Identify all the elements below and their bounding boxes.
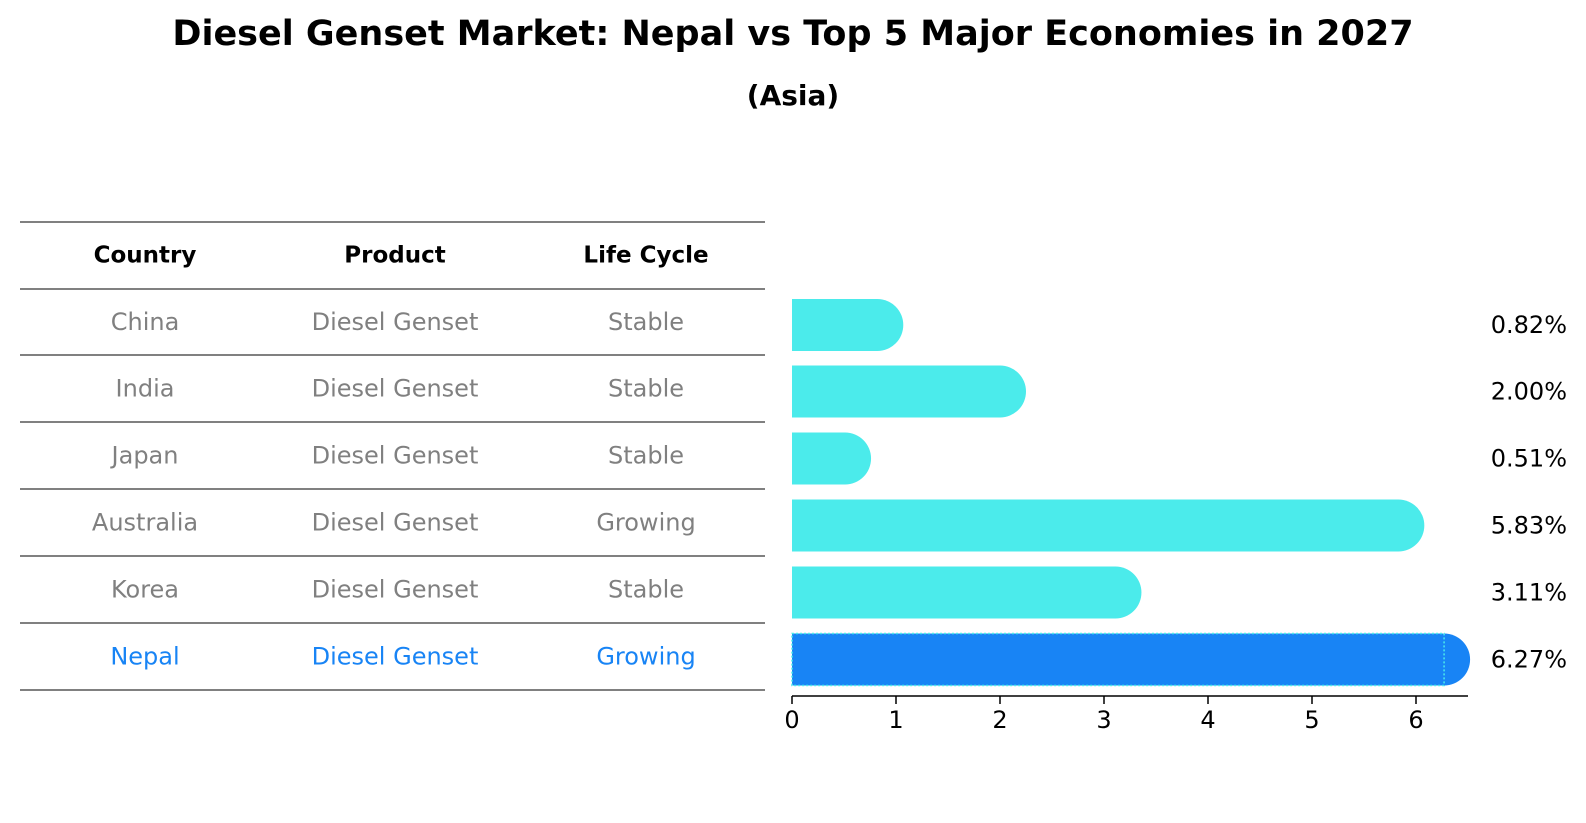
- bar-japan: [792, 432, 872, 485]
- table-cell: Diesel Genset: [312, 442, 479, 470]
- chart-title: Diesel Genset Market: Nepal vs Top 5 Maj…: [172, 14, 1414, 54]
- table-cell: Nepal: [110, 643, 179, 671]
- table-cell: Stable: [608, 442, 684, 470]
- table-header-cell: Product: [344, 243, 445, 269]
- x-tick-label: 4: [1200, 706, 1215, 734]
- data-label: 6.27%: [1491, 646, 1567, 674]
- data-table: Country Product Life Cycle China Diesel Gens…: [20, 221, 765, 691]
- table-cell: Korea: [111, 576, 179, 604]
- table-cell: Growing: [596, 509, 695, 537]
- table-cell: Diesel Genset: [312, 643, 479, 671]
- bar-australia: [792, 499, 1425, 552]
- data-label: 3.11%: [1491, 579, 1567, 607]
- x-tick-label: 5: [1304, 706, 1319, 734]
- x-tick-label: 0: [784, 706, 799, 734]
- table-cell: China: [111, 308, 180, 336]
- data-label: 0.51%: [1491, 445, 1567, 473]
- table-cell: Stable: [608, 375, 684, 403]
- x-tick-label: 6: [1408, 706, 1423, 734]
- bar-korea: [792, 566, 1142, 619]
- table-cell: Diesel Genset: [312, 375, 479, 403]
- table-cell: Stable: [608, 576, 684, 604]
- bar-chart: 0.82% 2.00% 0.51% 5.83% 3.11% 6.27% 0 1 2 3 4 5 6: [784, 299, 1567, 734]
- table-cell: India: [116, 375, 175, 403]
- chart-subtitle: (Asia): [746, 79, 840, 112]
- bar-india: [792, 365, 1026, 418]
- table-header-cell: Country: [94, 243, 197, 269]
- table-cell: Japan: [110, 442, 179, 470]
- table-cell: Diesel Genset: [312, 308, 479, 336]
- table-cell: Growing: [596, 643, 695, 671]
- table-header-cell: Life Cycle: [583, 243, 708, 269]
- bar-nepal: [792, 633, 1471, 686]
- bar-china: [792, 299, 904, 351]
- x-tick-label: 1: [888, 706, 903, 734]
- x-tick-label: 2: [992, 706, 1007, 734]
- data-label: 2.00%: [1491, 378, 1567, 406]
- table-cell: Australia: [92, 509, 198, 537]
- table-cell: Stable: [608, 308, 684, 336]
- data-label: 5.83%: [1491, 512, 1567, 540]
- data-label: 0.82%: [1491, 311, 1567, 339]
- x-tick-label: 3: [1096, 706, 1111, 734]
- table-cell: Diesel Genset: [312, 576, 479, 604]
- table-cell: Diesel Genset: [312, 509, 479, 537]
